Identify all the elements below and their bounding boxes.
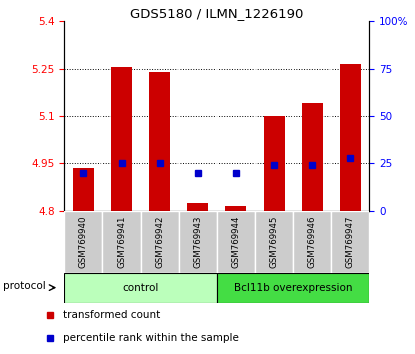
Bar	[179, 211, 217, 273]
Bar	[103, 211, 141, 273]
Bar	[264, 116, 285, 211]
Text: transformed count: transformed count	[63, 309, 160, 320]
Text: GSM769942: GSM769942	[155, 215, 164, 268]
Bar	[187, 203, 208, 211]
Text: GSM769947: GSM769947	[346, 215, 355, 268]
Bar	[111, 67, 132, 211]
Bar	[293, 211, 331, 273]
Bar	[141, 211, 179, 273]
Bar	[302, 103, 322, 211]
Bar	[64, 211, 103, 273]
Text: GSM769940: GSM769940	[79, 215, 88, 268]
Text: GSM769943: GSM769943	[193, 215, 202, 268]
Text: control: control	[122, 282, 159, 293]
Text: GSM769941: GSM769941	[117, 215, 126, 268]
Bar	[73, 168, 94, 211]
Text: percentile rank within the sample: percentile rank within the sample	[63, 332, 239, 343]
Bar	[217, 211, 255, 273]
Bar	[64, 273, 217, 303]
Title: GDS5180 / ILMN_1226190: GDS5180 / ILMN_1226190	[130, 7, 303, 20]
Text: GSM769944: GSM769944	[232, 215, 240, 268]
Bar	[225, 206, 247, 211]
Bar	[255, 211, 293, 273]
Bar	[149, 72, 170, 211]
Text: GSM769945: GSM769945	[269, 215, 278, 268]
Text: protocol: protocol	[3, 281, 46, 291]
Bar	[340, 64, 361, 211]
Text: GSM769946: GSM769946	[308, 215, 317, 268]
Bar	[217, 273, 369, 303]
Bar	[331, 211, 369, 273]
Text: Bcl11b overexpression: Bcl11b overexpression	[234, 282, 352, 293]
